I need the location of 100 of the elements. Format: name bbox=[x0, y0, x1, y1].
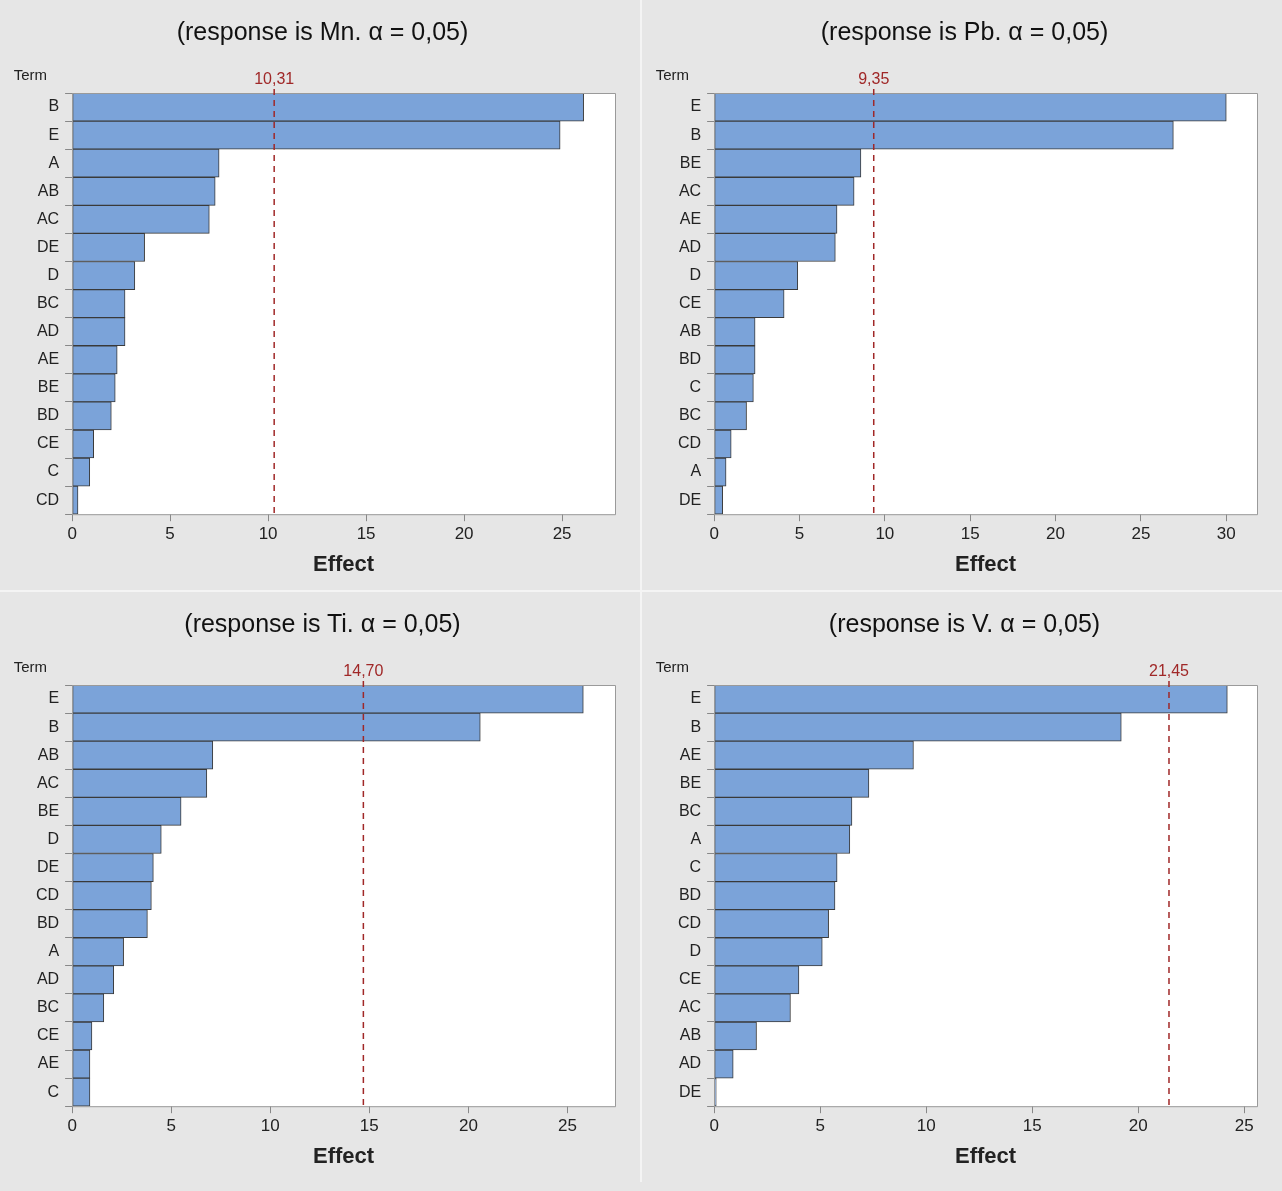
y-tick-label: AE bbox=[37, 350, 60, 368]
y-tick-label: AC bbox=[678, 998, 702, 1016]
y-tick-label: CD bbox=[36, 886, 60, 904]
y-tick-label: AC bbox=[678, 181, 702, 199]
x-tick-label: 20 bbox=[458, 1116, 478, 1136]
x-tick-label: 20 bbox=[1046, 524, 1066, 544]
y-tick-label: B bbox=[690, 717, 702, 735]
y-tick-label: BC bbox=[678, 406, 702, 424]
y-tick-label: BC bbox=[36, 294, 60, 312]
y-tick-label: BC bbox=[36, 998, 60, 1016]
y-tick-label: B bbox=[48, 97, 60, 115]
y-tick-label: DE bbox=[678, 490, 702, 508]
x-tick-label: 10 bbox=[916, 1116, 936, 1136]
y-tick-label: E bbox=[48, 125, 60, 143]
x-tick-label: 0 bbox=[67, 1116, 77, 1136]
y-tick-label: DE bbox=[36, 237, 60, 255]
y-tick-label: C bbox=[47, 1082, 60, 1100]
y-tick-label: DE bbox=[678, 1082, 702, 1100]
y-tick-label: AB bbox=[679, 322, 702, 340]
y-tick-label: AC bbox=[36, 773, 60, 791]
y-tick-label: E bbox=[690, 97, 702, 115]
ref-line-label: 14,70 bbox=[343, 662, 384, 680]
y-tick-label: A bbox=[690, 829, 702, 847]
x-tick-label: 15 bbox=[1022, 1116, 1042, 1136]
y-tick-label: AE bbox=[37, 1054, 60, 1072]
x-tick-label: 10 bbox=[875, 524, 895, 544]
chart-title: (response is Ti. α = 0,05) bbox=[184, 608, 461, 637]
x-tick-label: 10 bbox=[260, 1116, 280, 1136]
x-tick-label: 10 bbox=[258, 524, 278, 544]
x-axis-title: Effect bbox=[954, 550, 1017, 576]
x-tick-label: 25 bbox=[552, 524, 572, 544]
y-tick-label: D bbox=[47, 829, 60, 847]
x-tick-label: 5 bbox=[166, 1116, 176, 1136]
chart-title: (response is V. α = 0,05) bbox=[828, 608, 1101, 637]
x-tick-label: 20 bbox=[454, 524, 474, 544]
y-tick-label: AB bbox=[679, 1026, 702, 1044]
y-tick-label: D bbox=[689, 942, 702, 960]
y-tick-label: D bbox=[47, 265, 60, 283]
y-tick-label: CD bbox=[678, 434, 702, 452]
y-tick-label: AD bbox=[36, 322, 60, 340]
x-tick-label: 30 bbox=[1216, 524, 1236, 544]
y-tick-label: BE bbox=[37, 378, 60, 396]
y-tick-label: A bbox=[48, 942, 60, 960]
y-tick-label: BE bbox=[679, 773, 702, 791]
y-tick-label: AC bbox=[36, 209, 60, 227]
y-tick-label: AE bbox=[679, 209, 702, 227]
x-axis-title: Effect bbox=[954, 1142, 1017, 1168]
y-tick-label: AB bbox=[37, 745, 60, 763]
y-tick-label: CE bbox=[678, 970, 702, 988]
ref-line-label: 10,31 bbox=[254, 70, 295, 88]
y-tick-label: CE bbox=[36, 434, 60, 452]
y-tick-label: CD bbox=[678, 914, 702, 932]
y-tick-label: BD bbox=[36, 406, 60, 424]
x-tick-label: 25 bbox=[1131, 524, 1151, 544]
y-tick-label: AE bbox=[679, 745, 702, 763]
y-tick-label: DE bbox=[36, 857, 60, 875]
x-tick-label: 0 bbox=[709, 1116, 719, 1136]
y-tick-label: CE bbox=[678, 294, 702, 312]
y-tick-label: BD bbox=[678, 886, 702, 904]
y-tick-label: AD bbox=[36, 970, 60, 988]
x-tick-label: 5 bbox=[794, 524, 805, 544]
y-tick-label: B bbox=[690, 125, 702, 143]
y-tick-label: CD bbox=[36, 490, 60, 508]
x-tick-label: 0 bbox=[67, 524, 77, 544]
chart-title: (response is Mn. α = 0,05) bbox=[176, 16, 469, 45]
y-tick-label: B bbox=[48, 717, 60, 735]
y-tick-label: CE bbox=[36, 1026, 60, 1044]
x-tick-label: 5 bbox=[815, 1116, 825, 1136]
y-tick-label: BD bbox=[678, 350, 702, 368]
y-tick-label: D bbox=[689, 265, 702, 283]
y-tick-label: C bbox=[47, 462, 60, 480]
x-axis-title: Effect bbox=[312, 550, 375, 576]
y-axis-title: Term bbox=[13, 65, 48, 83]
ref-line-label: 21,45 bbox=[1148, 662, 1190, 680]
y-tick-label: C bbox=[689, 857, 702, 875]
y-tick-label: A bbox=[48, 153, 60, 171]
chart-title: (response is Pb. α = 0,05) bbox=[820, 16, 1109, 45]
y-tick-label: BD bbox=[36, 914, 60, 932]
y-tick-label: BE bbox=[679, 153, 702, 171]
y-tick-label: AD bbox=[678, 1054, 702, 1072]
x-tick-label: 15 bbox=[960, 524, 980, 544]
y-axis-title: Term bbox=[13, 657, 48, 675]
x-tick-label: 25 bbox=[557, 1116, 577, 1136]
ref-line-label: 9,35 bbox=[858, 70, 890, 88]
x-axis-title: Effect bbox=[312, 1142, 375, 1168]
y-tick-label: AD bbox=[678, 237, 702, 255]
y-tick-label: E bbox=[690, 689, 702, 707]
y-tick-label: AB bbox=[37, 181, 60, 199]
y-tick-label: BC bbox=[678, 801, 702, 819]
y-axis-title: Term bbox=[655, 657, 690, 675]
y-axis-title: Term bbox=[655, 65, 690, 83]
x-tick-label: 25 bbox=[1234, 1116, 1254, 1136]
y-tick-label: C bbox=[689, 378, 702, 396]
x-tick-label: 0 bbox=[709, 524, 719, 544]
y-tick-label: E bbox=[48, 689, 60, 707]
x-tick-label: 5 bbox=[165, 524, 175, 544]
x-tick-label: 20 bbox=[1128, 1116, 1148, 1136]
y-tick-label: BE bbox=[37, 801, 60, 819]
x-tick-label: 15 bbox=[356, 524, 376, 544]
y-tick-label: A bbox=[690, 462, 702, 480]
